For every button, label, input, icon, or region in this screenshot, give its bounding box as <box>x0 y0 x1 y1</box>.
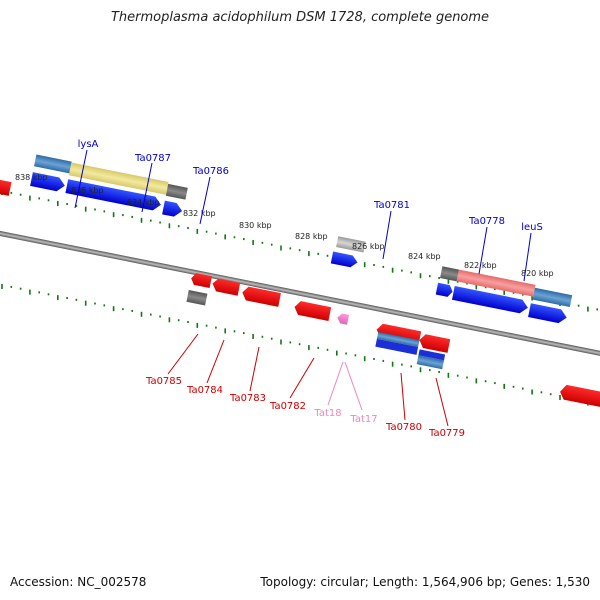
gene-label-Ta0785: Ta0785 <box>145 376 182 387</box>
feature-bar-lysA-category <box>34 154 72 174</box>
feature-bar-Ta0780-category <box>376 331 420 348</box>
gene-label-Ta0783: Ta0783 <box>229 393 266 404</box>
gene-label-Tat18: Tat18 <box>313 408 341 419</box>
gene-arrow-next-forward <box>528 303 567 324</box>
feature-bar-Ta0785-category <box>186 290 208 306</box>
gene-label-lysA: lysA <box>78 139 99 150</box>
trna-arrow-Tat18 <box>337 313 350 325</box>
scale-label-832: 832 kbp <box>183 209 216 218</box>
scale-label-828: 828 kbp <box>295 232 328 241</box>
feature-bar-leuS-category <box>456 269 536 297</box>
gene-arrow-Ta0779 <box>419 334 451 353</box>
gene-label-Ta0782: Ta0782 <box>269 401 306 412</box>
gene-arrow-Ta0781 <box>330 251 358 268</box>
scale-label-834: 834 kbp <box>127 198 160 207</box>
genome-backbone <box>0 217 600 371</box>
genome-stats: Topology: circular; Length: 1,564,906 bp… <box>260 575 590 589</box>
forward-gene-labels: lysA Ta0787 Ta0786 Ta0781 Ta0778 leuS <box>78 139 543 233</box>
feature-bar-Ta0780-blue <box>375 338 419 355</box>
gene-label-Ta0787: Ta0787 <box>134 153 171 164</box>
feature-bar-Ta0787-category <box>68 162 169 195</box>
inner-tick-ring <box>1 284 599 406</box>
gene-label-Ta0778: Ta0778 <box>468 216 505 227</box>
gene-arrow-right-edge <box>560 384 600 412</box>
feature-bar-Ta0779-blue <box>418 349 446 361</box>
reverse-gene-labels: Ta0785 Ta0784 Ta0783 Ta0782 Tat18 Tat17 … <box>145 376 465 439</box>
trna-leaders <box>327 361 363 411</box>
gene-arrow-lysA <box>30 172 65 192</box>
scale-label-824: 824 kbp <box>408 252 441 261</box>
accession-number: Accession: NC_002578 <box>10 575 147 589</box>
feature-bar-Ta0779-category <box>416 355 444 370</box>
scale-label-830: 830 kbp <box>239 221 272 230</box>
gene-label-Ta0780: Ta0780 <box>385 422 422 433</box>
gene-arrow-Ta0778 <box>435 282 453 297</box>
gene-arrow-leuS <box>451 286 528 314</box>
scale-label-836: 836 kbp <box>71 186 104 195</box>
scale-label-820: 820 kbp <box>521 269 554 278</box>
feature-bar-Ta0786-category <box>165 183 188 200</box>
gene-label-Ta0786: Ta0786 <box>192 166 229 177</box>
gene-arrow-Ta0783 <box>242 286 281 307</box>
gene-arrow-Ta0786 <box>162 200 183 217</box>
gene-arrow-left-edge <box>0 171 12 196</box>
forward-leaders <box>74 149 532 282</box>
gene-arrow-Ta0787 <box>65 179 161 211</box>
map-title: Thermoplasma acidophilum DSM 1728, compl… <box>110 10 490 25</box>
gene-arrow-Ta0782 <box>294 301 332 321</box>
gene-label-Ta0779: Ta0779 <box>428 428 465 439</box>
reverse-leaders <box>167 333 449 427</box>
feature-bar-Ta0781-category <box>336 236 366 253</box>
feature-bar-next-category <box>532 287 573 308</box>
scale-label-838: 838 kbp <box>15 173 48 182</box>
gene-arrow-Ta0784 <box>212 278 241 296</box>
scale-label-826: 826 kbp <box>352 242 385 251</box>
gene-label-Ta0781: Ta0781 <box>373 200 410 211</box>
gene-label-Ta0784: Ta0784 <box>186 385 223 396</box>
gene-label-Tat17: Tat17 <box>349 414 377 425</box>
gene-label-leuS: leuS <box>521 222 543 233</box>
feature-bar-Ta0778-category <box>440 266 460 282</box>
gene-arrow-Ta0785 <box>191 273 212 289</box>
